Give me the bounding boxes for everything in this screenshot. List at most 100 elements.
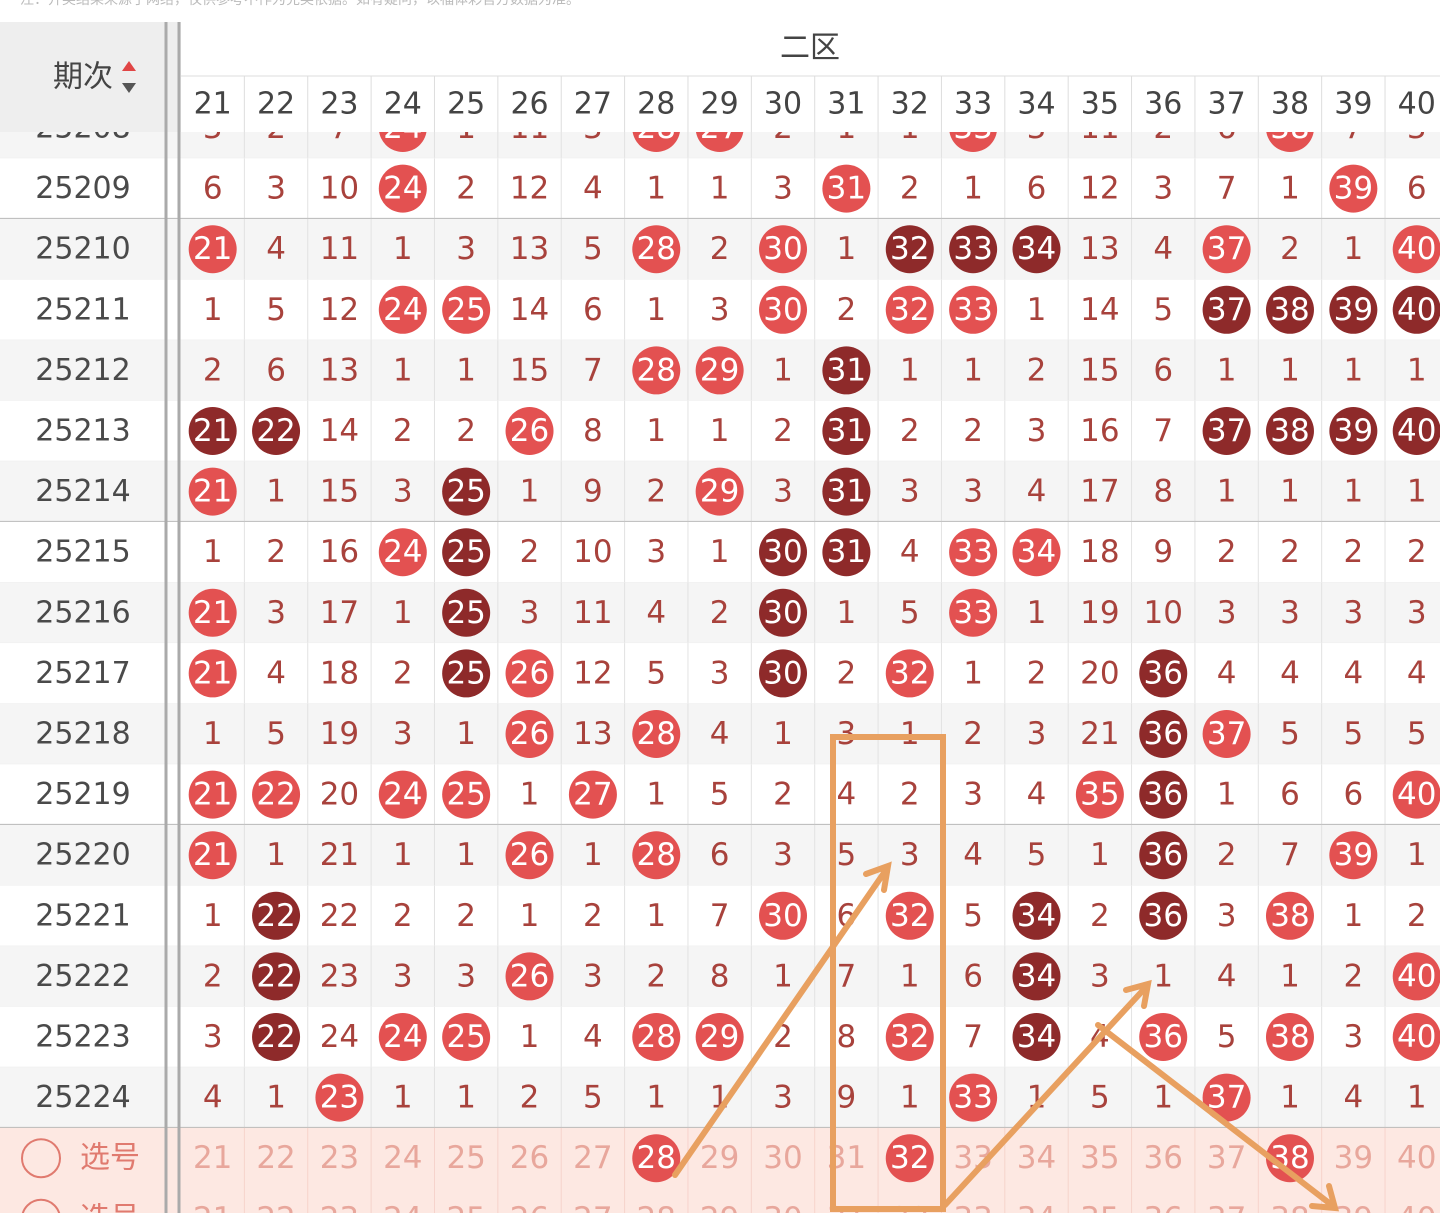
ball-number: 38 <box>1270 898 1309 934</box>
cell-number: 2 <box>393 413 413 449</box>
ball <box>885 225 934 274</box>
cell-number: 12 <box>1080 171 1119 207</box>
period: 25213 <box>35 414 130 449</box>
ball <box>885 285 934 334</box>
column-number: 30 <box>764 87 802 122</box>
cell-number: 2 <box>266 534 286 570</box>
cell-number: 28 <box>637 1201 676 1213</box>
ball <box>759 285 808 334</box>
ball <box>252 407 301 455</box>
cell-number: 5 <box>710 777 730 813</box>
cell-number: 1 <box>646 777 666 813</box>
period: 25216 <box>35 595 130 630</box>
sort-down[interactable] <box>122 83 136 93</box>
cell-number: 1 <box>393 352 413 388</box>
column-number: 22 <box>257 87 295 122</box>
cell-number: 3 <box>1090 958 1110 994</box>
cell-number: 1 <box>266 1080 286 1116</box>
cell-number: 15 <box>510 352 549 388</box>
ball <box>188 649 237 698</box>
cell-number: 2 <box>1343 958 1363 994</box>
cell-number: 4 <box>900 534 920 570</box>
cell-number: 3 <box>773 837 793 873</box>
cell-number: 3 <box>1217 595 1237 631</box>
ball <box>442 1013 491 1061</box>
period: 25221 <box>35 898 130 933</box>
ball-number: 25 <box>446 595 485 631</box>
column-number: 40 <box>1398 87 1436 122</box>
ball-number: 37 <box>1207 231 1246 267</box>
ball <box>505 831 554 880</box>
cell-number: 2 <box>1280 534 1300 570</box>
cell-number: 2 <box>773 413 793 449</box>
ball <box>1392 1013 1440 1061</box>
ball-number: 26 <box>510 655 549 691</box>
cell-number: 9 <box>837 1080 857 1116</box>
ball <box>568 770 617 819</box>
ball <box>759 588 808 637</box>
cell-number: 6 <box>1407 171 1427 207</box>
ball-number: 31 <box>827 171 866 207</box>
ball <box>822 467 871 516</box>
cell-number: 4 <box>583 171 603 207</box>
cell-number: 1 <box>837 231 857 267</box>
cell-number: 7 <box>710 898 730 934</box>
select-label: 选号 <box>80 1201 140 1213</box>
cell-number: 1 <box>203 534 223 570</box>
ball-number: 40 <box>1397 1019 1436 1055</box>
ball <box>695 1013 744 1061</box>
cell-number: 6 <box>1153 352 1173 388</box>
ball-number: 31 <box>827 534 866 570</box>
cell-number: 2 <box>1280 231 1300 267</box>
cell-number: 3 <box>900 474 920 510</box>
ball-number: 25 <box>446 777 485 813</box>
ball-number: 21 <box>193 777 232 813</box>
select-toggle[interactable] <box>21 1198 61 1213</box>
ball-number: 31 <box>827 413 866 449</box>
ball-number: 34 <box>1017 534 1056 570</box>
cell-number: 2 <box>456 413 476 449</box>
ball-number: 32 <box>890 1019 929 1055</box>
sort-up[interactable] <box>122 61 136 71</box>
ball-number: 38 <box>1270 292 1309 328</box>
cell-number: 33 <box>953 1201 992 1213</box>
column-number: 36 <box>1144 87 1182 122</box>
cell-number: 7 <box>1153 413 1173 449</box>
cell-number: 1 <box>646 413 666 449</box>
cell-number: 2 <box>456 898 476 934</box>
cell-number: 3 <box>1343 1019 1363 1055</box>
table-header: 注：开奖结果来源于网络，仅供参考不作为兑奖依据。如有疑问，以福体彩官方数据为准。… <box>0 0 1440 132</box>
ball-number: 28 <box>637 352 676 388</box>
ball-number: 30 <box>763 595 802 631</box>
cell-number: 3 <box>773 171 793 207</box>
ball <box>1265 285 1314 334</box>
ball-number: 37 <box>1207 292 1246 328</box>
cell-number: 17 <box>320 595 359 631</box>
ball <box>442 770 491 819</box>
ball <box>1139 710 1188 758</box>
ball <box>378 528 427 577</box>
select-row-bg <box>0 1127 1440 1189</box>
ball-number: 25 <box>446 474 485 510</box>
cell-number: 1 <box>646 898 666 934</box>
ball-number: 37 <box>1207 1080 1246 1116</box>
ball-number: 21 <box>193 595 232 631</box>
cell-number: 1 <box>456 716 476 752</box>
cell-number: 6 <box>1343 777 1363 813</box>
ball-number: 33 <box>953 1080 992 1116</box>
row-bg <box>0 521 1440 583</box>
ball-number: 35 <box>1080 777 1119 813</box>
cell-number: 3 <box>393 716 413 752</box>
cell-number: 11 <box>573 595 612 631</box>
select-toggle[interactable] <box>21 1138 61 1179</box>
ball <box>949 285 998 334</box>
ball <box>505 407 554 455</box>
cell-number: 1 <box>773 352 793 388</box>
cell-number: 1 <box>1343 898 1363 934</box>
ball <box>695 346 744 395</box>
cell-number: 1 <box>203 716 223 752</box>
ball-number: 24 <box>383 1019 422 1055</box>
cell-number: 5 <box>583 1080 603 1116</box>
ball-number: 24 <box>383 171 422 207</box>
